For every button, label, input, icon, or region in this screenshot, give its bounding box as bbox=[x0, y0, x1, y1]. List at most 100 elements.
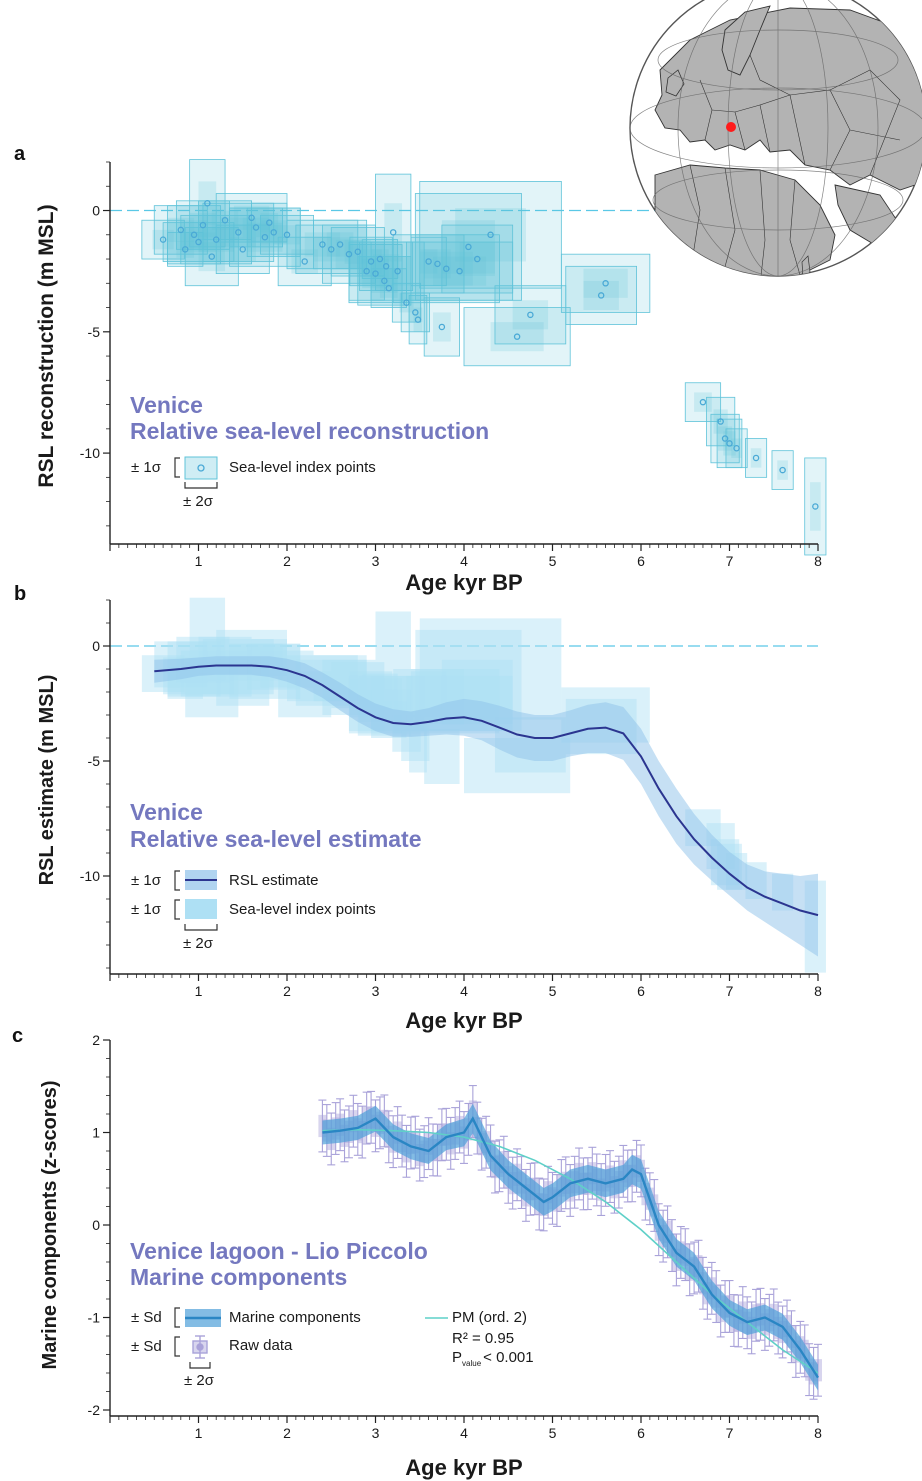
x-tick-label: 4 bbox=[460, 553, 468, 569]
x-tick-label: 5 bbox=[549, 1425, 557, 1441]
x-tick-label: 3 bbox=[372, 983, 380, 999]
index-point bbox=[403, 299, 410, 306]
x-tick-label: 7 bbox=[726, 1425, 734, 1441]
index-point bbox=[752, 454, 760, 462]
x-tick-label: 6 bbox=[637, 553, 645, 569]
index-box-2sigma bbox=[410, 236, 447, 287]
index-point bbox=[212, 236, 220, 243]
index-box-2sigma bbox=[414, 193, 522, 301]
index-box-2sigma bbox=[463, 307, 571, 367]
panel-c-legend-p: Pvalue < 0.001 bbox=[452, 1349, 534, 1368]
index-point bbox=[733, 444, 740, 452]
index-box-1sigma bbox=[583, 280, 619, 310]
y-tick-label: 2 bbox=[92, 1032, 100, 1048]
index-point bbox=[381, 277, 388, 285]
panel-b-letter: b bbox=[14, 583, 26, 605]
index-point bbox=[252, 224, 260, 231]
index-point bbox=[336, 241, 344, 248]
index-box-2sigma bbox=[251, 202, 288, 243]
index-point bbox=[527, 311, 534, 319]
panel-b-legend-sigma1b: ± 1σ bbox=[131, 901, 162, 918]
index-box-1sigma bbox=[419, 249, 438, 274]
index-point bbox=[363, 267, 370, 275]
index-box-2sigma bbox=[423, 297, 460, 357]
index-point bbox=[327, 246, 335, 253]
index-point bbox=[465, 243, 472, 251]
panel-a-axes: 1 2 3 4 5 6 7 8 0 -5 -10 bbox=[80, 161, 822, 569]
index-point bbox=[266, 219, 273, 226]
y-tick-label: -5 bbox=[88, 753, 101, 769]
index-point bbox=[602, 280, 609, 287]
index-point bbox=[389, 229, 397, 236]
index-box-2sigma bbox=[198, 200, 252, 241]
panel-a-reconstruction: a 1 2 3 4 5 6 7 8 0 -5 -10 RSL reconstruction (m M… bbox=[14, 143, 827, 595]
panel-b-legend-box bbox=[185, 899, 217, 919]
panel-a-legend-points-label: Sea-level index points bbox=[229, 459, 376, 476]
panel-c-legend-sd1: ± Sd bbox=[131, 1309, 162, 1326]
x-tick-label: 1 bbox=[195, 1425, 203, 1441]
index-point bbox=[367, 258, 375, 265]
panel-b-y-label: RSL estimate (m MSL) bbox=[36, 675, 58, 886]
panel-c-sd-band bbox=[322, 1103, 818, 1391]
index-box-2sigma bbox=[725, 428, 748, 469]
p-sub: value bbox=[462, 1359, 482, 1368]
index-box-2sigma bbox=[419, 181, 562, 289]
index-box-1sigma bbox=[731, 438, 742, 458]
index-point bbox=[487, 231, 494, 239]
x-tick-label: 4 bbox=[460, 983, 468, 999]
index-point bbox=[177, 226, 185, 234]
panel-b-legend-estimate-label: RSL estimate bbox=[229, 872, 318, 889]
x-tick-label: 5 bbox=[549, 983, 557, 999]
index-box-1sigma bbox=[260, 212, 279, 233]
y-tick-label: 0 bbox=[92, 1217, 100, 1233]
x-tick-label: 3 bbox=[372, 553, 380, 569]
panel-a-legend-point bbox=[197, 464, 205, 472]
panel-c-letter: c bbox=[12, 1025, 23, 1047]
x-tick-label: 1 bbox=[195, 553, 203, 569]
panel-b-axes: 1 2 3 4 5 6 7 8 0 -5 -10 bbox=[80, 599, 822, 999]
panel-a-y-label: RSL reconstruction (m MSL) bbox=[35, 204, 58, 487]
x-tick-label: 8 bbox=[814, 983, 822, 999]
index-point bbox=[726, 440, 733, 447]
index-box-2sigma bbox=[804, 457, 827, 556]
panel-c-legend-fit-label: PM (ord. 2) bbox=[452, 1309, 527, 1326]
index-box-2sigma bbox=[710, 413, 740, 464]
index-point bbox=[385, 284, 393, 292]
index-box-2sigma bbox=[392, 234, 500, 304]
index-box-2sigma bbox=[745, 438, 768, 478]
panel-b-legend: ± 1σ RSL estimate ± 1σ Sea-level index p… bbox=[131, 870, 376, 952]
panel-c-axes: 1 2 3 4 5 6 7 8 2 1 0 -1 -2 bbox=[88, 1032, 823, 1441]
index-point bbox=[779, 466, 786, 474]
panel-a-letter: a bbox=[14, 143, 26, 165]
venice-location-marker bbox=[726, 122, 736, 132]
index-point bbox=[235, 229, 242, 236]
index-point bbox=[376, 255, 384, 263]
europe-globe-inset bbox=[629, 0, 922, 277]
index-box bbox=[419, 618, 562, 720]
index-box-2sigma bbox=[565, 265, 637, 325]
panel-b-estimate: b 1 2 3 4 5 6 7 8 0 -5 -10 RSL estimate (m MSL) Ag… bbox=[14, 583, 826, 1033]
panel-c-legend-r2: R² = 0.95 bbox=[452, 1330, 514, 1347]
panel-a-legend: ± 1σ Sea-level index points ± 2σ bbox=[131, 456, 376, 510]
index-box bbox=[375, 611, 411, 722]
panel-c-marine-components-line bbox=[322, 1116, 820, 1379]
index-box-2sigma bbox=[494, 285, 567, 345]
index-box-2sigma bbox=[361, 239, 399, 279]
index-point bbox=[412, 309, 419, 316]
index-point bbox=[283, 231, 291, 239]
index-point bbox=[597, 292, 605, 299]
x-tick-label: 1 bbox=[195, 983, 203, 999]
index-box-1sigma bbox=[717, 426, 733, 451]
index-point bbox=[208, 253, 216, 260]
panel-b-legend-sigma1a: ± 1σ bbox=[131, 872, 162, 889]
index-box-1sigma bbox=[419, 251, 473, 286]
panel-c-legend-raw-symbol bbox=[192, 1335, 208, 1359]
panel-b-title-line1: Venice bbox=[130, 799, 203, 825]
index-point bbox=[721, 435, 729, 442]
panel-c-legend: ± Sd Marine components ± Sd Raw data ± 2… bbox=[131, 1307, 534, 1389]
index-box-2sigma bbox=[202, 202, 275, 262]
index-box-2sigma bbox=[684, 382, 722, 422]
index-point bbox=[513, 333, 521, 340]
x-tick-label: 6 bbox=[637, 983, 645, 999]
panel-c-title-line2: Marine components bbox=[130, 1264, 347, 1290]
